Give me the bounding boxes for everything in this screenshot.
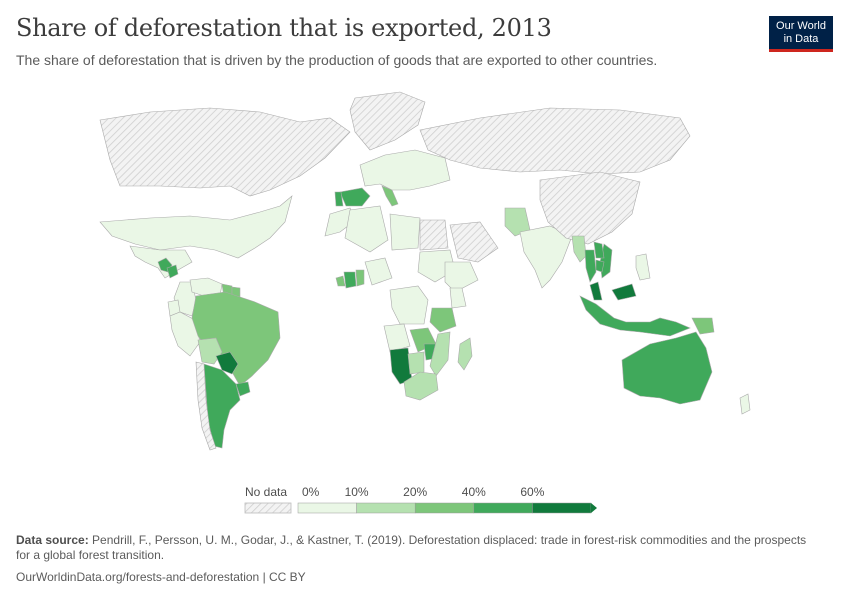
country-united-states[interactable]: United States [99,195,293,259]
footer-link[interactable]: OurWorldinData.org/forests-and-deforesta… [16,570,306,584]
country-namibia[interactable]: Namibia [389,347,413,385]
country-ghana[interactable]: Ghana [355,269,365,287]
country-new-zealand[interactable]: New Zealand [739,393,751,415]
page-title: Share of deforestation that is exported,… [16,14,552,42]
country-canada[interactable]: Canada [99,107,351,197]
country-honduras[interactable]: Honduras [166,264,179,279]
country-myanmar[interactable]: Myanmar [571,235,587,263]
legend-tick-label: 60% [520,485,544,499]
country-algeria[interactable]: Algeria [344,205,389,253]
world-map: CanadaGreenlandUnited StatesMexicoGuatem… [99,91,751,451]
country-egypt[interactable]: Egypt [419,219,449,251]
country-cambodia[interactable]: Cambodia [595,259,605,273]
country-spain[interactable]: Spain [339,187,371,207]
logo-line-2: in Data [783,33,819,45]
legend-bin-swatch [532,502,592,514]
country-paraguay[interactable]: Paraguay [215,351,239,375]
country-c-te-d-ivoire[interactable]: Côte d'Ivoire [343,271,357,289]
legend-tick-label: 20% [403,485,427,499]
country-thailand[interactable]: Thailand [584,249,597,283]
logo-line-1: Our World [776,20,826,32]
country-greenland[interactable]: Greenland [349,91,426,151]
country-chile[interactable]: Chile [195,361,217,451]
country-laos[interactable]: Laos [593,241,605,259]
country-tanzania[interactable]: Tanzania [429,307,457,333]
country-angola[interactable]: Angola [383,323,411,353]
legend-tick-label: 10% [345,485,369,499]
country-malaysia[interactable]: Malaysia [589,281,637,301]
country-australia[interactable]: Australia [621,331,713,405]
country-papua-new-guinea[interactable]: Papua New Guinea [691,317,715,335]
country-peru[interactable]: Peru [169,311,201,357]
country-botswana[interactable]: Botswana [407,351,425,375]
country-philippines[interactable]: Philippines [635,253,651,281]
country-mozambique[interactable]: Mozambique [429,331,451,377]
country-libya[interactable]: Libya [389,213,421,251]
legend-bin-swatch [356,502,416,514]
legend-color-bins: 0% 10% 20% 40% 60% [297,485,597,514]
country-shapes: CanadaGreenlandUnited StatesMexicoGuatem… [99,91,751,451]
country-dr-congo[interactable]: DR Congo [389,285,429,325]
legend-bin-swatch [473,502,533,514]
legend-bin-swatch [414,502,475,514]
legend-no-data-label: No data [245,485,287,499]
legend-no-data-swatch [244,502,292,514]
data-source: Data source: Pendrill, F., Persson, U. M… [16,533,816,563]
country-china[interactable]: China [539,171,641,245]
country-south-africa[interactable]: South Africa [403,371,439,401]
legend-bin-swatch [297,502,357,514]
country-indonesia[interactable]: Indonesia [579,295,691,337]
country-liberia[interactable]: Liberia [335,275,346,287]
legend-arrow [591,503,597,513]
country-europe-other-[interactable]: Europe (other) [359,149,451,191]
country-kenya[interactable]: Kenya [449,287,467,309]
data-source-label: Data source: [16,533,89,547]
country-nigeria[interactable]: Nigeria [364,257,393,286]
legend-tick-label: 40% [462,485,486,499]
country-saudi-arabia[interactable]: Saudi Arabia [449,221,499,263]
country-brazil[interactable]: Brazil [191,291,281,387]
legend-tick-label: 0% [302,485,320,499]
data-source-text: Pendrill, F., Persson, U. M., Godar, J.,… [16,533,807,562]
country-portugal[interactable]: Portugal [334,191,344,207]
owid-logo[interactable]: Our World in Data [769,16,833,52]
country-uruguay[interactable]: Uruguay [235,381,251,397]
country-ethiopia[interactable]: Ethiopia [444,261,479,293]
country-russia[interactable]: Russia [419,107,691,175]
page-subtitle: The share of deforestation that is drive… [16,52,658,68]
country-madagascar[interactable]: Madagascar [457,337,473,371]
